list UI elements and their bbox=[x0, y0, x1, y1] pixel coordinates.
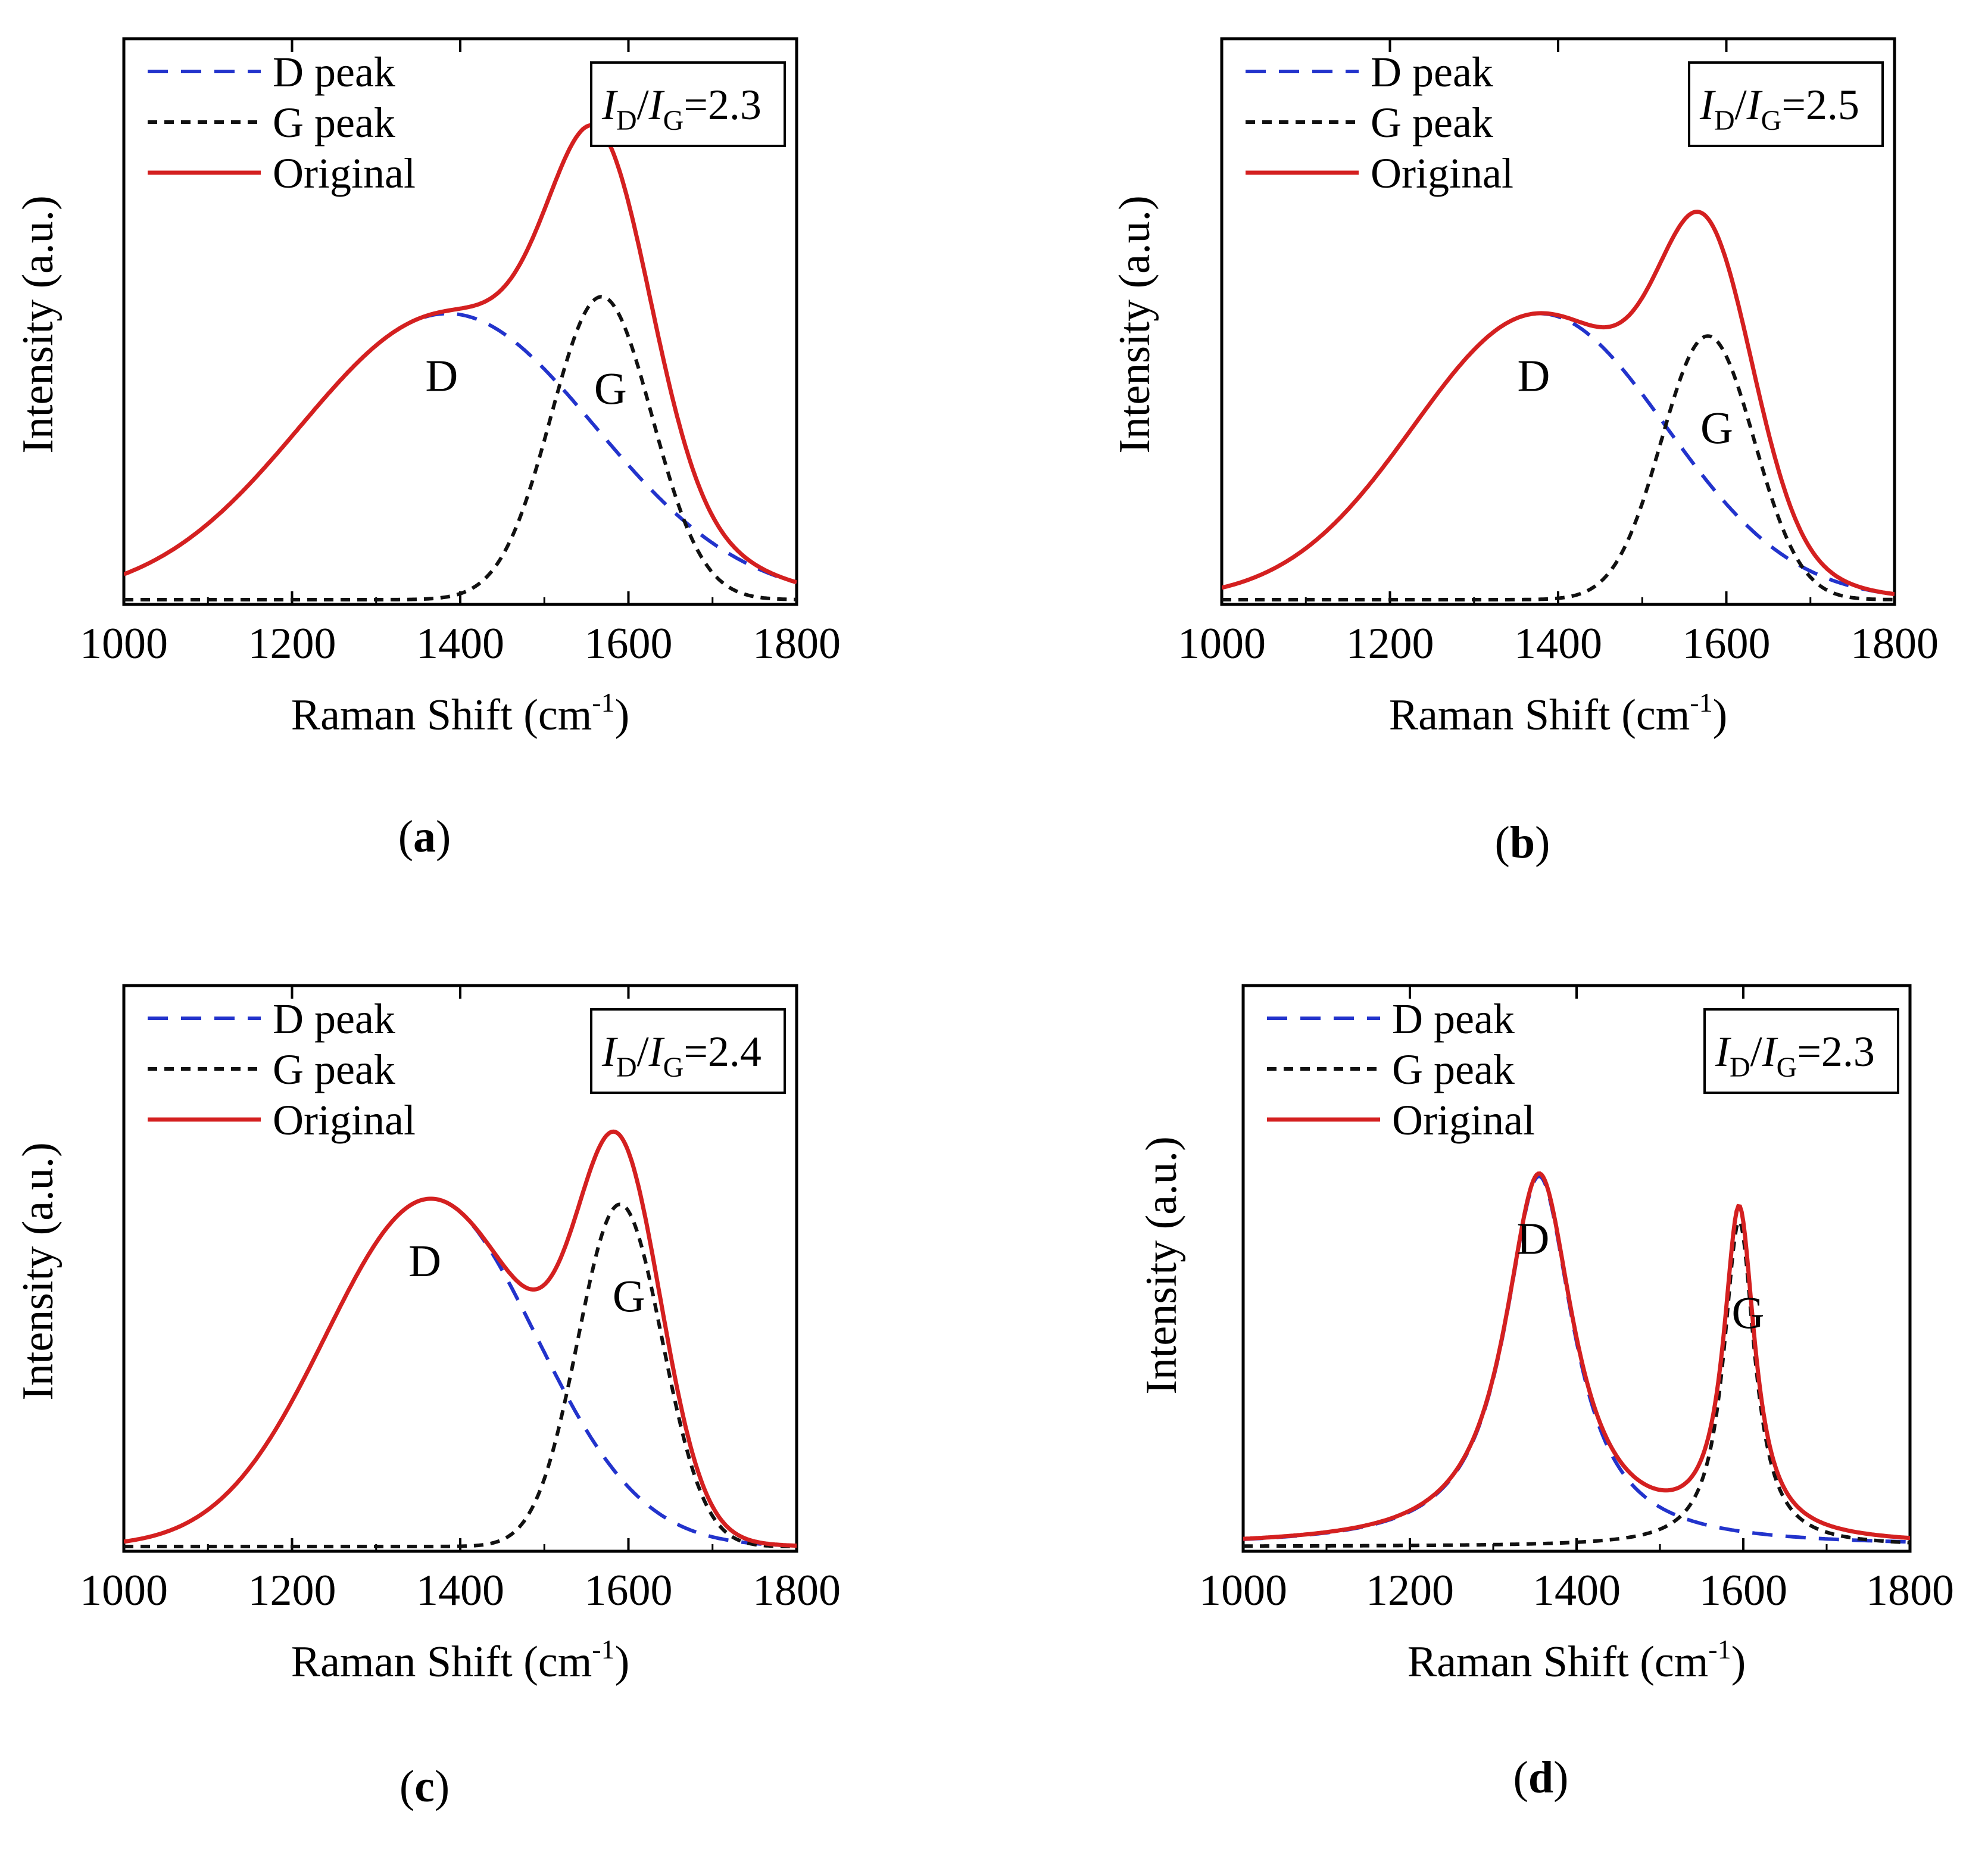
y-axis-label: Intensity (a.u.) bbox=[14, 1142, 63, 1401]
panel-caption: (c) bbox=[400, 1761, 450, 1812]
curves bbox=[124, 123, 797, 601]
x-tick-label: 1200 bbox=[1346, 619, 1434, 668]
panel-d: 1000 1200 1400 1600 1800 Raman Shift (cm-1) In… bbox=[1137, 984, 1954, 1803]
curves bbox=[1222, 210, 1895, 601]
peak-label-d: D bbox=[408, 1236, 441, 1286]
legend-label-original: Original bbox=[273, 149, 416, 197]
curves bbox=[1243, 1171, 1910, 1548]
x-axis-label: Raman Shift (cm-1) bbox=[1389, 687, 1728, 740]
legend-label-g-peak: G peak bbox=[273, 99, 395, 146]
series-g-peak bbox=[1243, 1220, 1910, 1548]
x-tick-label: 1400 bbox=[416, 619, 504, 668]
x-tick-label: 1800 bbox=[753, 1566, 841, 1615]
y-axis-label: Intensity (a.u.) bbox=[14, 195, 63, 454]
peak-label-g: G bbox=[1700, 403, 1733, 453]
x-axis-label: Raman Shift (cm-1) bbox=[291, 1634, 630, 1686]
curves bbox=[124, 1129, 797, 1548]
x-tick-label: 1400 bbox=[1514, 619, 1602, 668]
legend-label-d-peak: D peak bbox=[1392, 995, 1515, 1043]
peak-label-d: D bbox=[425, 351, 458, 401]
series-d-peak bbox=[1243, 1174, 1910, 1544]
series-original bbox=[124, 1129, 797, 1548]
x-tick-label: 1600 bbox=[585, 619, 673, 668]
panel-caption: (a) bbox=[398, 812, 451, 862]
panel-b: 1000 1200 1400 1600 1800 Raman Shift (cm-1) In… bbox=[1110, 37, 1939, 868]
series-g-peak bbox=[124, 295, 797, 601]
x-tick-label: 1200 bbox=[1366, 1566, 1454, 1615]
panel-caption: (b) bbox=[1495, 818, 1550, 868]
series-original bbox=[1222, 210, 1895, 597]
x-tick-label: 1000 bbox=[80, 1566, 168, 1615]
x-tick-label: 1000 bbox=[1178, 619, 1266, 668]
x-axis-label: Raman Shift (cm-1) bbox=[291, 687, 630, 740]
ratio-label: ID/IG=2.3 bbox=[601, 81, 762, 136]
x-tick-label: 1800 bbox=[753, 619, 841, 668]
series-original bbox=[1243, 1171, 1910, 1541]
legend-label-g-peak: G peak bbox=[1371, 99, 1493, 146]
ratio-label: ID/IG=2.5 bbox=[1699, 81, 1859, 136]
ratio-box bbox=[590, 61, 786, 147]
ratio-label: ID/IG=2.3 bbox=[1715, 1028, 1875, 1083]
peak-label-d: D bbox=[1517, 351, 1550, 401]
x-tick-label: 1600 bbox=[1683, 619, 1771, 668]
x-tick-label: 1000 bbox=[1199, 1566, 1287, 1615]
peak-label-g: G bbox=[1732, 1289, 1765, 1339]
legend-label-original: Original bbox=[273, 1096, 416, 1144]
legend-label-d-peak: D peak bbox=[273, 48, 395, 96]
legend-label-d-peak: D peak bbox=[273, 995, 395, 1043]
x-tick-label: 1400 bbox=[1533, 1566, 1621, 1615]
series-d-peak bbox=[124, 311, 797, 584]
ratio-label: ID/IG=2.4 bbox=[601, 1028, 762, 1083]
ratio-box bbox=[1703, 1008, 1899, 1094]
x-tick-label: 1000 bbox=[80, 619, 168, 668]
series-g-peak bbox=[124, 1202, 797, 1548]
legend-label-original: Original bbox=[1371, 149, 1513, 197]
series-g-peak bbox=[1222, 334, 1895, 601]
x-tick-label: 1600 bbox=[1699, 1566, 1787, 1615]
x-tick-label: 1200 bbox=[248, 1566, 336, 1615]
legend-label-original: Original bbox=[1392, 1096, 1535, 1144]
peak-label-d: D bbox=[1517, 1214, 1550, 1264]
panel-caption: (d) bbox=[1513, 1753, 1569, 1803]
x-axis-label: Raman Shift (cm-1) bbox=[1407, 1634, 1746, 1686]
series-original bbox=[124, 123, 797, 585]
x-tick-label: 1800 bbox=[1850, 619, 1939, 668]
peak-label-g: G bbox=[594, 364, 627, 414]
legend-label-g-peak: G peak bbox=[273, 1046, 395, 1093]
y-axis-label: Intensity (a.u.) bbox=[1137, 1136, 1186, 1395]
panel-c: 1000 1200 1400 1600 1800 Raman Shift (cm-1) In… bbox=[14, 984, 841, 1812]
peak-label-g: G bbox=[613, 1271, 645, 1321]
ratio-box bbox=[590, 1008, 786, 1094]
x-tick-label: 1400 bbox=[416, 1566, 504, 1615]
x-tick-label: 1600 bbox=[585, 1566, 673, 1615]
ratio-box bbox=[1688, 61, 1884, 147]
x-tick-label: 1800 bbox=[1866, 1566, 1954, 1615]
legend-label-d-peak: D peak bbox=[1371, 48, 1493, 96]
y-axis-label: Intensity (a.u.) bbox=[1110, 195, 1159, 454]
panel-a: 1000 1200 1400 1600 1800 Raman Shift (cm-1) In… bbox=[14, 37, 841, 862]
x-tick-label: 1200 bbox=[248, 619, 336, 668]
legend-label-g-peak: G peak bbox=[1392, 1046, 1515, 1093]
